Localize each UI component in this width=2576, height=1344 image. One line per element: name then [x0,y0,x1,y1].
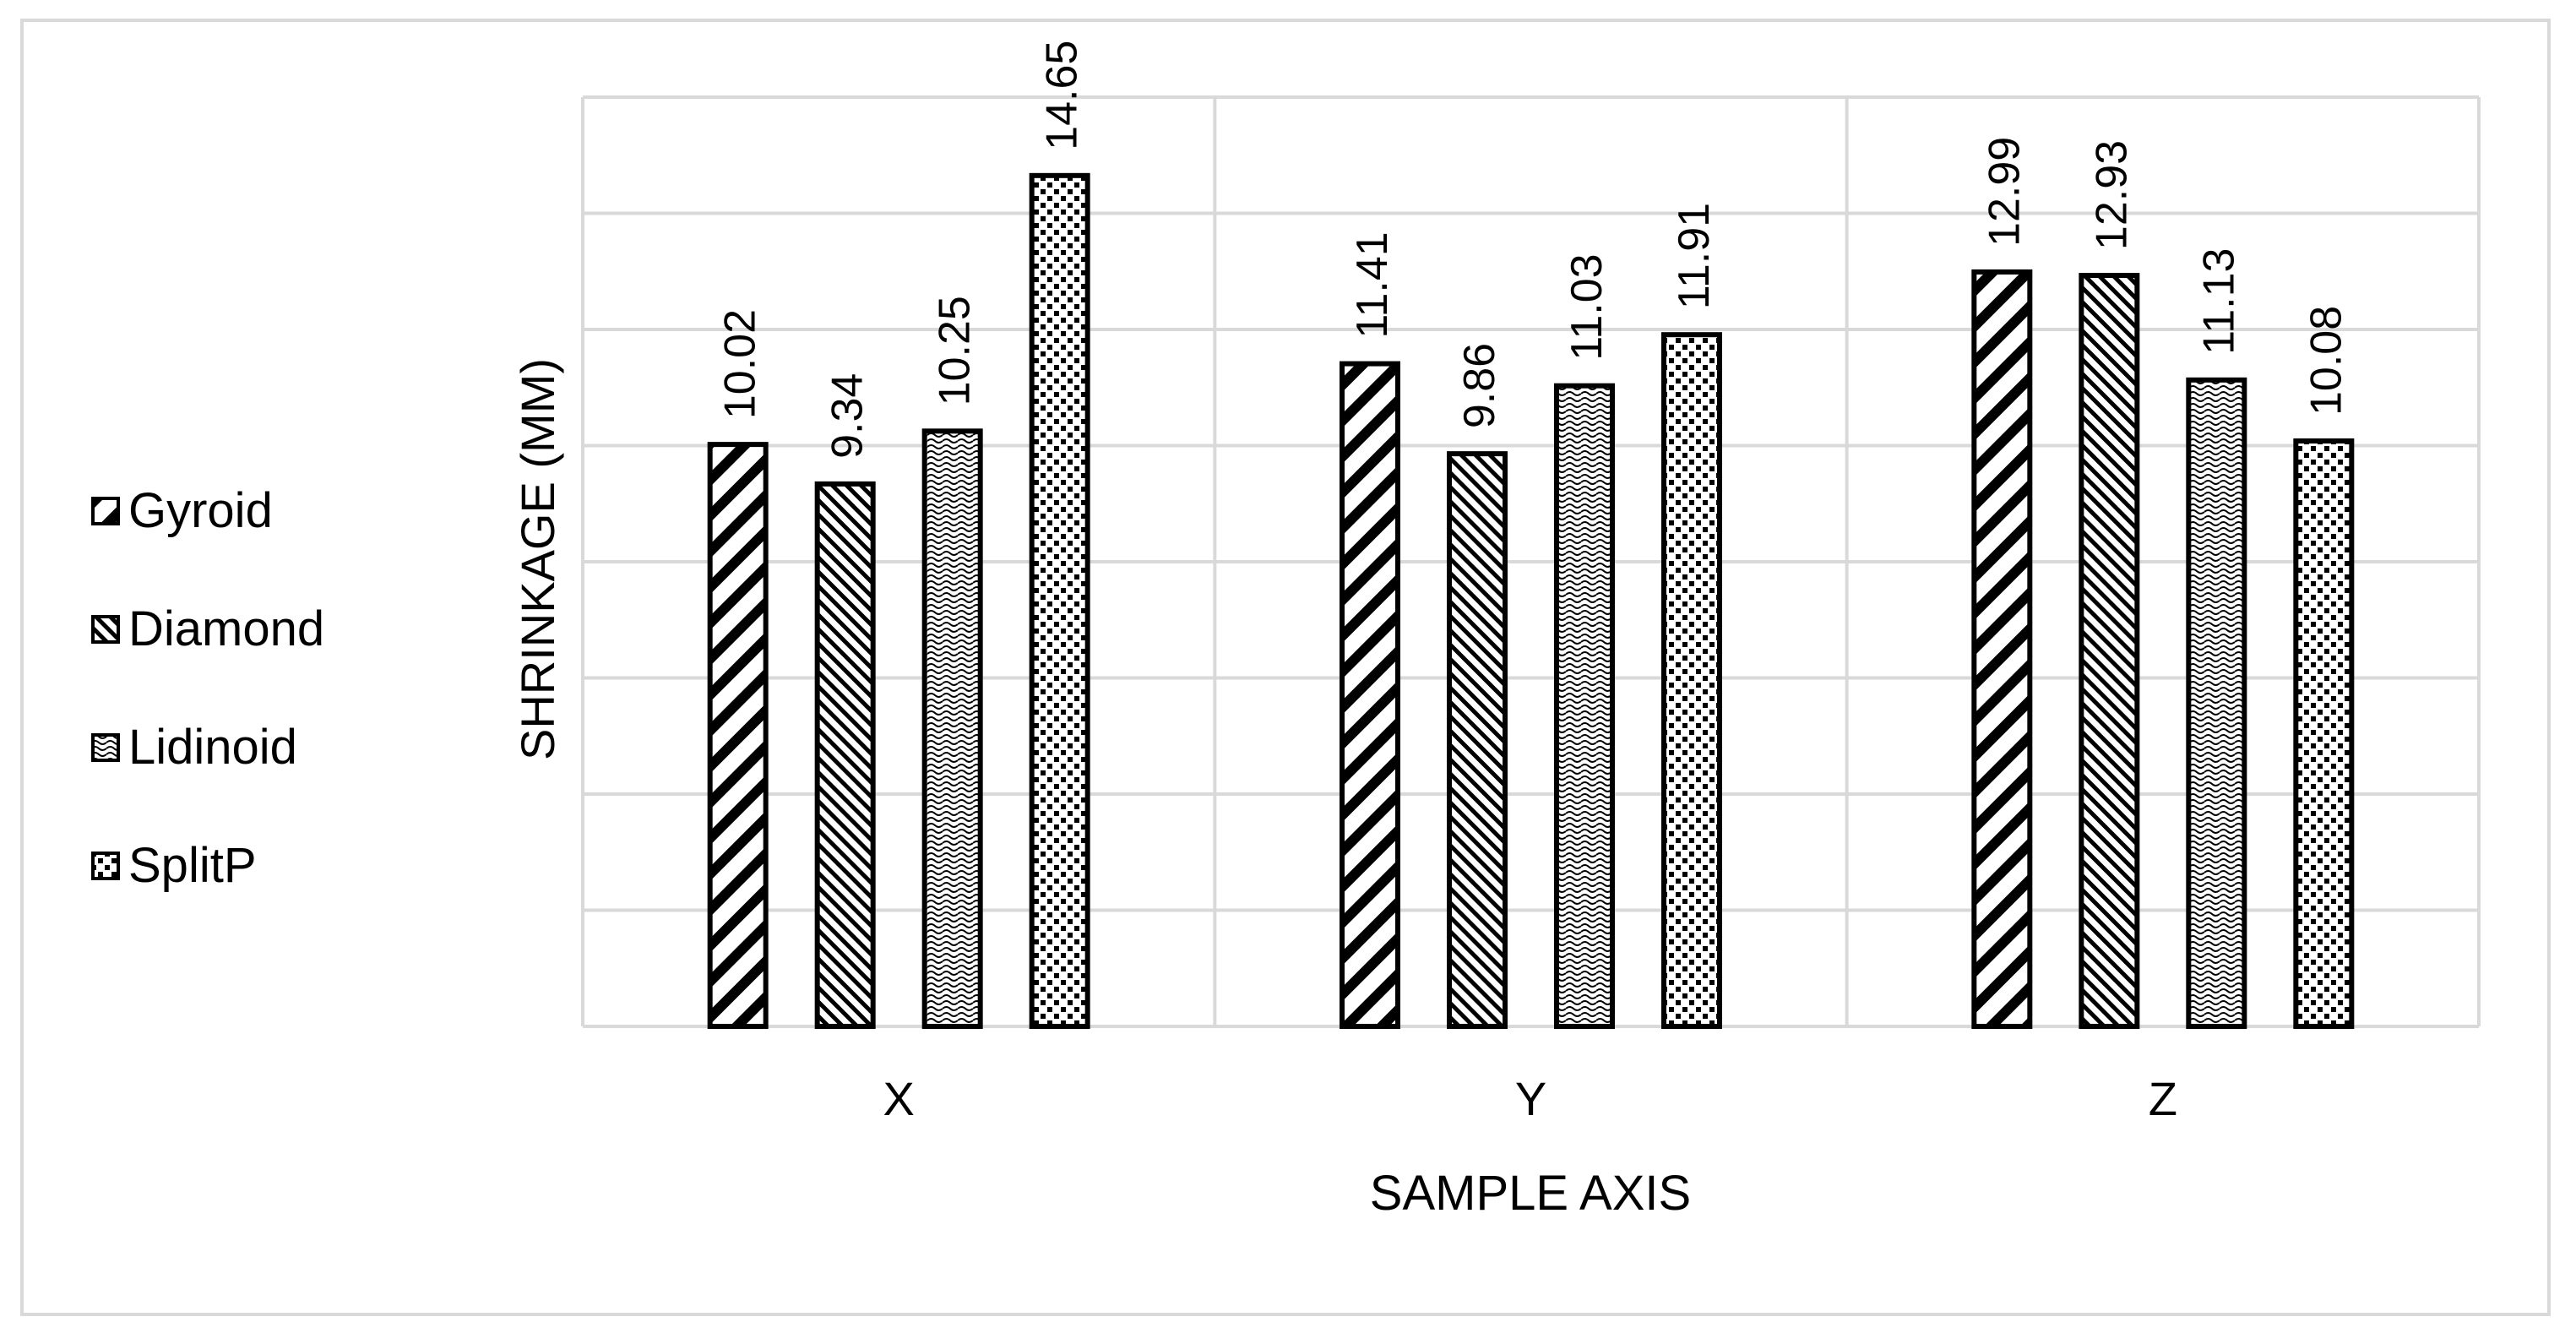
data-label-lidinoid-x: 10.25 [931,296,980,405]
data-label-splitp-y: 11.91 [1670,203,1719,309]
data-labels: 10.02 9.34 10.25 14.65 11.41 9.86 11.03 11.91 12… [716,41,2351,459]
x-tick-label-y: Y [1515,1072,1546,1125]
bar-diamond-z [2079,273,2140,1029]
data-label-splitp-z: 10.08 [2302,306,2350,416]
bar-lidinoid-z [2186,377,2247,1029]
bar-gyroid-z [1971,269,2033,1029]
data-label-diamond-y: 9.86 [1455,343,1504,428]
bar-diamond-x [814,481,876,1029]
gyroid-pattern-icon [91,497,120,525]
legend: Gyroid Diamond Lidinoid SplitP [91,452,324,925]
bar-gyroid-x [707,442,769,1029]
data-label-diamond-x: 9.34 [823,373,872,459]
lidinoid-pattern-icon [91,733,120,762]
bar-lidinoid-y [1554,383,1615,1029]
bars [707,172,2355,1029]
data-label-gyroid-y: 11.41 [1348,231,1397,338]
bar-splitp-x [1029,172,1090,1029]
y-axis-title: SHRINKAGE (MM) [511,358,564,760]
legend-item-splitp: SplitP [91,807,324,925]
bar-splitp-y [1661,332,1722,1029]
x-tick-label-z: Z [2149,1072,2177,1125]
data-label-lidinoid-z: 11.13 [2194,248,2243,355]
legend-item-gyroid: Gyroid [91,452,324,570]
bar-splitp-z [2293,438,2355,1029]
data-label-gyroid-z: 12.99 [1980,137,2029,247]
chart-frame [20,19,2551,1316]
data-label-lidinoid-y: 11.03 [1562,253,1611,360]
legend-label-splitp: SplitP [128,838,257,893]
data-label-splitp-x: 14.65 [1038,41,1087,150]
x-axis-title: SAMPLE AXIS [1370,1166,1691,1221]
x-tick-labels: X Y Z [883,1072,2177,1125]
legend-item-diamond: Diamond [91,570,324,688]
legend-label-lidinoid: Lidinoid [128,720,297,775]
gridlines [581,95,2481,1028]
legend-item-lidinoid: Lidinoid [91,688,324,807]
data-label-diamond-z: 12.93 [2087,140,2136,250]
legend-label-diamond: Diamond [128,601,325,656]
x-tick-label-x: X [883,1072,914,1125]
bar-gyroid-y [1340,361,1400,1029]
data-label-gyroid-x: 10.02 [716,309,765,419]
splitp-pattern-icon [91,852,120,880]
diamond-pattern-icon [91,615,120,644]
legend-label-gyroid: Gyroid [128,483,273,538]
bar-lidinoid-x [921,428,983,1029]
bar-diamond-y [1447,451,1508,1029]
